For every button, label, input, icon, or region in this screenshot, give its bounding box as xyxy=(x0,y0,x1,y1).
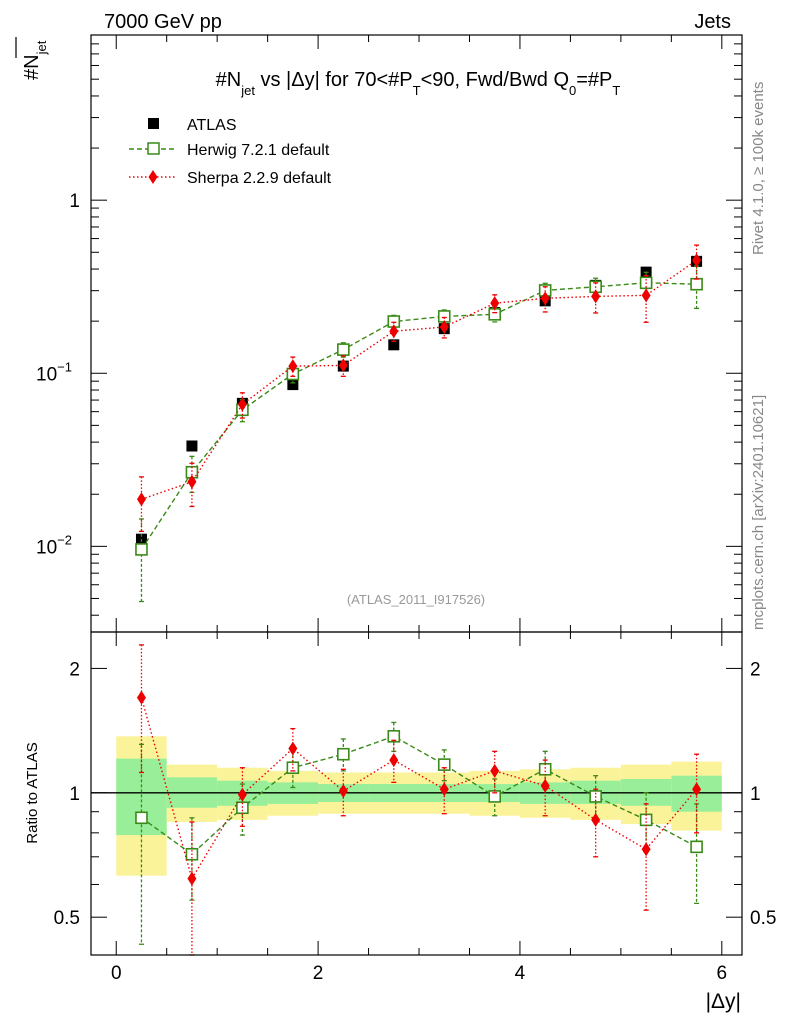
sherpa-ratio-point xyxy=(338,784,348,799)
header-energy-label: 7000 GeV pp xyxy=(104,11,222,33)
ratio-series xyxy=(135,644,703,956)
legend-herwig-marker xyxy=(147,142,160,155)
sherpa-point xyxy=(641,288,651,303)
main-ytick-exp: −2 xyxy=(57,532,72,547)
sherpa-point xyxy=(490,296,500,311)
ratio-axes: 2 2 1 1 0.5 0.5 0 2 4 6 xyxy=(54,632,776,984)
ratio-xtick-label: 6 xyxy=(717,963,728,984)
plot-title-mid: vs |Δy| for 70<#P xyxy=(255,69,413,91)
sherpa-ratio-point xyxy=(389,753,399,768)
side-text-mcplots: mcplots.cern.ch [arXiv:2401.10621] xyxy=(750,395,767,630)
herwig-point xyxy=(488,308,502,321)
sherpa-point xyxy=(237,397,247,412)
sherpa-point xyxy=(439,320,449,335)
herwig-ratio-point xyxy=(538,762,552,776)
main-ytick-exp: −1 xyxy=(57,359,72,374)
herwig-ratio-point xyxy=(639,813,653,827)
sherpa-line xyxy=(141,259,697,500)
sherpa-point xyxy=(338,358,348,373)
sherpa-ratio-point xyxy=(136,690,146,705)
ratio-ylabel: Ratio to ATLAS xyxy=(24,742,41,843)
sherpa-point xyxy=(187,474,197,489)
ratio-ytick-label-left: 2 xyxy=(69,659,80,680)
plot-title-t-sub2: T xyxy=(612,83,620,98)
legend-sherpa-label: Sherpa 2.2.9 default xyxy=(187,170,332,187)
ratio-ytick-label-left: 1 xyxy=(69,784,80,805)
main-series xyxy=(135,244,703,603)
sherpa-ratio-point xyxy=(641,842,651,857)
main-ytick-label: 1 xyxy=(69,191,80,212)
sherpa-ratio-point xyxy=(439,782,449,797)
sherpa-ratio-point xyxy=(692,782,702,797)
plot-title-t-sub: T xyxy=(413,83,421,98)
sherpa-point xyxy=(389,324,399,339)
plot-title-n: #N xyxy=(216,69,242,91)
main-ytick-base: 10 xyxy=(36,364,57,385)
legend: ATLAS Herwig 7.2.1 default Sherpa 2.2.9 … xyxy=(129,117,332,187)
sherpa-ratio-point xyxy=(540,778,550,793)
plot-title-jet-sub: jet xyxy=(240,83,255,98)
herwig-point xyxy=(135,543,148,556)
legend-herwig-label: Herwig 7.2.1 default xyxy=(187,142,330,159)
ratio-xtick-label: 0 xyxy=(111,963,122,984)
analysis-watermark: (ATLAS_2011_I917526) xyxy=(347,592,485,607)
herwig-ratio-point xyxy=(387,730,401,743)
herwig-ratio-point xyxy=(437,758,451,771)
herwig-point xyxy=(690,277,703,291)
main-ylabel-n: #N xyxy=(21,54,43,80)
sherpa-point xyxy=(136,492,146,507)
atlas-point xyxy=(287,379,299,391)
ratio-ytick-label-right: 0.5 xyxy=(750,908,776,929)
plot-title-zero-sub: 0 xyxy=(569,83,576,98)
atlas-point xyxy=(388,339,400,351)
ratio-xtick-label: 2 xyxy=(313,963,324,984)
main-axes: 110−110−2 xyxy=(36,34,742,632)
herwig-ratio-point xyxy=(135,811,148,825)
sherpa-ratio-point xyxy=(187,871,197,886)
ratio-ytick-label-right: 1 xyxy=(750,784,761,805)
ratio-plot-frame xyxy=(90,631,743,956)
ratio-xlabel: |Δy| xyxy=(706,990,741,1013)
plot-title-p: =#P xyxy=(576,69,612,91)
atlas-point xyxy=(186,440,198,452)
ratio-ytick-label-right: 2 xyxy=(750,659,761,680)
main-ytick-label: 10−1 xyxy=(36,359,72,385)
sherpa-ratio-point xyxy=(490,763,500,778)
main-ylabel: #Njet xyxy=(21,40,49,80)
sherpa-point xyxy=(540,291,550,306)
plot-title-q: <90, Fwd/Bwd Q xyxy=(421,69,569,91)
herwig-ratio-point xyxy=(690,840,703,854)
herwig-ratio-point xyxy=(337,747,350,761)
plot-title: #Njet vs |Δy| for 70<#PT<90, Fwd/Bwd Q0=… xyxy=(216,69,621,98)
sherpa-point xyxy=(591,289,601,304)
ratio-ytick-label-left: 0.5 xyxy=(54,908,80,929)
sherpa-ratio-point xyxy=(591,812,601,827)
herwig-line xyxy=(140,282,697,550)
side-text-rivet: Rivet 4.1.0, ≥ 100k events xyxy=(750,82,767,255)
ratio-xtick-label: 4 xyxy=(515,963,526,984)
legend-sherpa-marker xyxy=(148,170,158,184)
sherpa-point xyxy=(692,253,702,268)
sherpa-ratio-line xyxy=(140,697,698,881)
main-ytick-label: 10−2 xyxy=(36,532,72,558)
herwig-ratio-line xyxy=(141,735,697,856)
herwig-point xyxy=(337,343,350,356)
legend-atlas-marker xyxy=(148,118,159,129)
main-ytick-base: 10 xyxy=(36,537,57,558)
main-ylabel-jet-sub: jet xyxy=(34,40,49,55)
legend-atlas-label: ATLAS xyxy=(187,117,237,134)
sherpa-ratio-point xyxy=(288,741,298,756)
header-jets-label: Jets xyxy=(694,11,731,33)
sherpa-point xyxy=(288,359,298,374)
sherpa-ratio-point xyxy=(237,787,247,802)
